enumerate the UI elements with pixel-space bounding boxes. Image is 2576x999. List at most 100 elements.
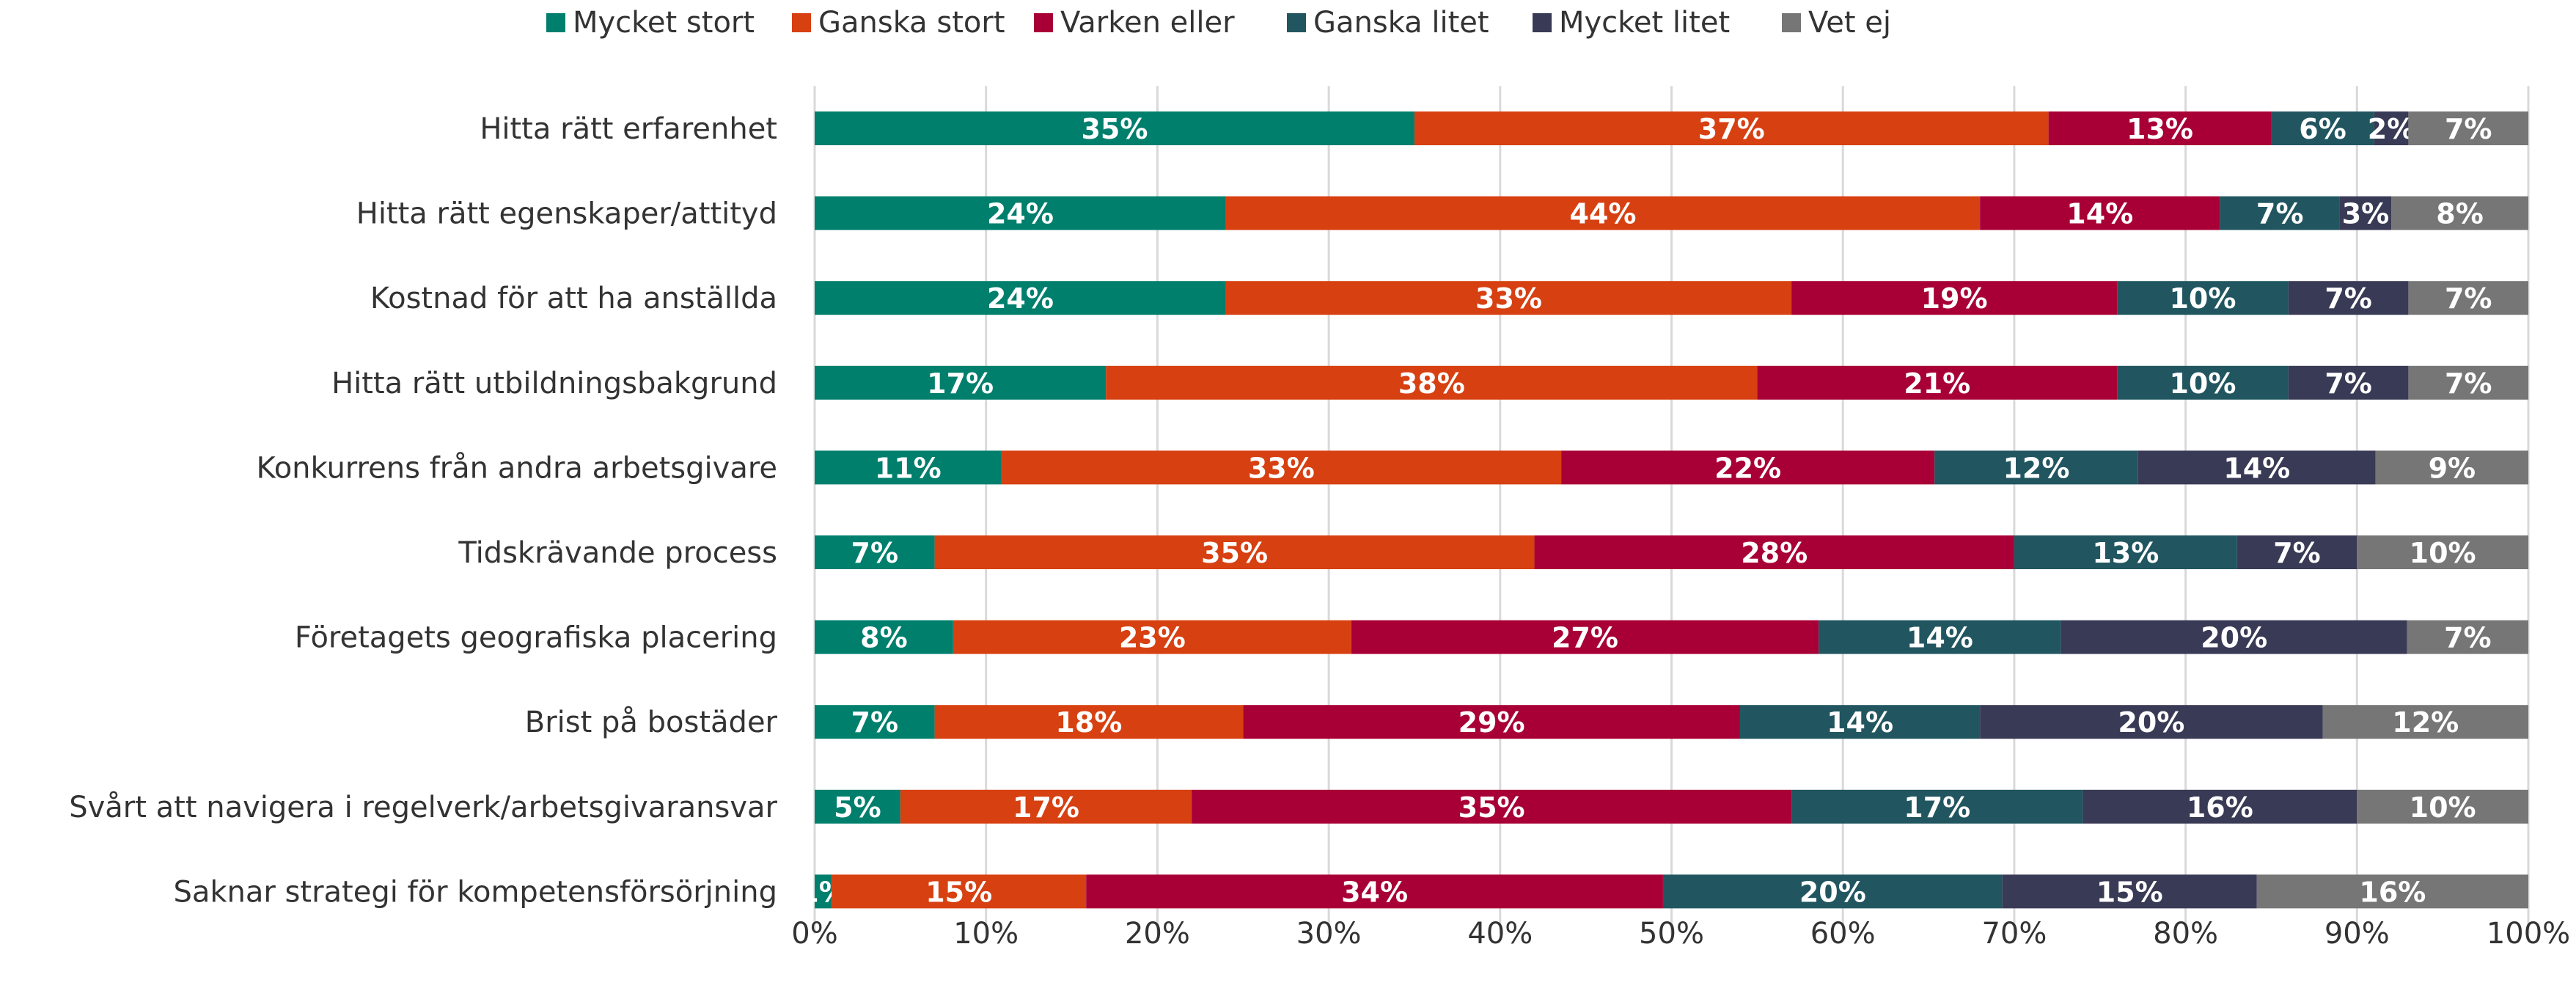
data-label: 7% <box>2324 367 2372 400</box>
bar-segment <box>815 620 953 654</box>
bar-segment <box>1001 450 1562 485</box>
x-tick-label: 50% <box>1639 917 1704 951</box>
bar-segment <box>2375 450 2528 485</box>
data-label: 35% <box>1081 113 1148 145</box>
data-label: 35% <box>1458 791 1525 824</box>
legend: Mycket stort Ganska stort Varken eller Gans… <box>546 6 1891 40</box>
data-label: 7% <box>851 706 899 739</box>
x-tick-label: 20% <box>1125 917 1190 951</box>
category-label: Kostnad för att ha anställda <box>370 282 777 315</box>
data-label: 20% <box>1799 876 1866 908</box>
bar-segment <box>1086 874 1663 909</box>
category-label: Hitta rätt utbildningsbakgrund <box>331 367 777 400</box>
bar-segment <box>2061 620 2407 654</box>
data-label: 16% <box>2359 876 2426 908</box>
bar-segment <box>2408 111 2528 145</box>
x-tick-label: 40% <box>1467 917 1533 951</box>
data-label: 8% <box>860 622 908 654</box>
bar-segment <box>1757 365 2118 400</box>
data-label: 33% <box>1248 452 1315 484</box>
data-label: 10% <box>2410 537 2476 569</box>
data-label: 13% <box>2127 113 2193 145</box>
data-label: 12% <box>2392 706 2459 739</box>
bar-segment <box>1934 450 2138 485</box>
data-label: 7% <box>2445 367 2492 400</box>
bar-segment <box>1534 535 2014 569</box>
data-label: 9% <box>2429 452 2476 484</box>
bar-segment <box>2288 281 2409 315</box>
bar-segment <box>1351 620 1819 654</box>
bar-segment <box>815 874 832 909</box>
data-label: 17% <box>1013 791 1079 824</box>
bar-segment <box>953 620 1351 654</box>
data-label: 14% <box>2066 198 2133 230</box>
category-label: Brist på bostäder <box>525 706 778 739</box>
bar-segment <box>1192 789 1792 824</box>
category-label: Hitta rätt erfarenhet <box>480 112 777 146</box>
bar-segment <box>2408 365 2528 400</box>
legend-label: Mycket litet <box>1559 6 1730 40</box>
bar-segment <box>2236 535 2357 569</box>
data-label: 7% <box>2445 113 2492 145</box>
legend-label: Ganska litet <box>1313 6 1489 40</box>
bar-segment <box>2083 789 2357 824</box>
data-label: 7% <box>2324 282 2372 315</box>
bar-segment <box>2374 111 2409 145</box>
bar-segment <box>1739 705 1981 739</box>
legend-label: Mycket stort <box>573 6 755 40</box>
bar-segment <box>2322 705 2528 739</box>
category-label: Företagets geografiska placering <box>295 621 777 655</box>
data-label: 33% <box>1475 282 1542 315</box>
bar-segment <box>815 535 935 569</box>
bars: 35% 37% 13% 6% 2% 7% 24% 44% 14% 7% 3% 8% 24% 33% 19% 1… <box>799 111 2528 909</box>
data-label: 24% <box>987 282 1054 315</box>
bar-segment <box>1662 874 2003 909</box>
bar-segment <box>1225 196 1981 230</box>
legend-swatch <box>1287 13 1306 32</box>
data-label: 7% <box>851 537 899 569</box>
bar-segment <box>1414 111 2049 145</box>
bar-segment <box>2002 874 2257 909</box>
bar-segment <box>2407 620 2528 654</box>
legend-swatch <box>1533 13 1552 32</box>
bar-segment <box>832 874 1087 909</box>
bar-segment <box>815 111 1414 145</box>
data-label: 19% <box>1921 282 1988 315</box>
bar-segment <box>2357 535 2528 569</box>
data-label: 14% <box>1827 706 1893 739</box>
x-tick-label: 70% <box>1981 917 2047 951</box>
data-label: 22% <box>1714 452 1781 484</box>
x-tick-label: 80% <box>2153 917 2218 951</box>
data-label: 11% <box>875 452 942 484</box>
data-label: 6% <box>2299 113 2346 145</box>
data-label: 27% <box>1552 622 1618 654</box>
data-label: 34% <box>1341 876 1408 908</box>
data-label: 18% <box>1055 706 1122 739</box>
bar-segment <box>2014 535 2237 569</box>
data-label: 15% <box>2096 876 2163 908</box>
data-label: 14% <box>1907 622 1973 654</box>
data-label: 21% <box>1904 367 1970 400</box>
bar-segment <box>2339 196 2392 230</box>
data-label: 24% <box>987 198 1054 230</box>
legend-swatch <box>546 13 565 32</box>
x-tick-label: 60% <box>1810 917 1876 951</box>
data-label: 5% <box>834 791 881 824</box>
bar-segment <box>815 450 1002 485</box>
x-tick-label: 90% <box>2324 917 2390 951</box>
category-label: Tidskrävande process <box>458 536 777 570</box>
data-label: 23% <box>1119 622 1186 654</box>
bar-segment <box>1791 281 2118 315</box>
data-label: 3% <box>2342 198 2390 230</box>
data-label: 20% <box>2118 706 2184 739</box>
category-label: Svårt att navigera i regelverk/arbetsgiv… <box>69 791 777 824</box>
data-label: 15% <box>925 876 992 908</box>
data-label: 17% <box>1904 791 1970 824</box>
data-label: 7% <box>2444 622 2492 654</box>
category-label: Konkurrens från andra arbetsgivare <box>256 451 777 485</box>
bar-segment <box>2408 281 2528 315</box>
x-tick-label: 100% <box>2487 917 2570 951</box>
data-label: 38% <box>1398 367 1465 400</box>
bar-segment <box>2048 111 2272 145</box>
